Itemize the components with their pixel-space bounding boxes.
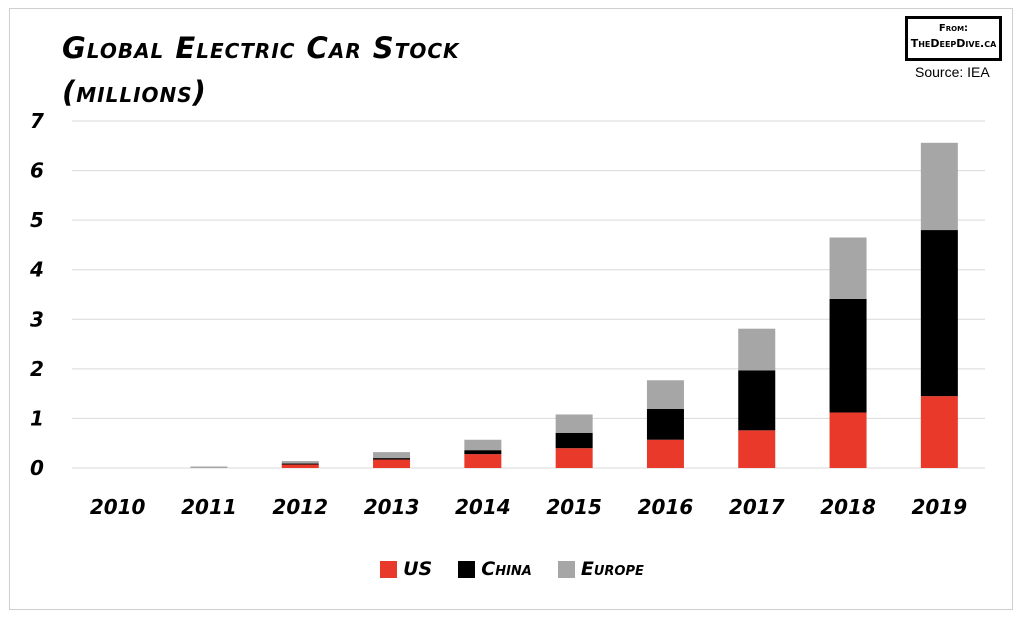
bar-europe-2017 — [738, 328, 776, 371]
y-tick-label: 6 — [30, 159, 44, 183]
x-tick-label: 2013 — [364, 495, 420, 519]
y-tick-label: 7 — [30, 109, 44, 133]
bar-china-2013 — [373, 458, 411, 460]
bar-china-2014 — [464, 450, 502, 455]
legend-item-china: China — [458, 558, 532, 580]
source-label: Source: IEA — [915, 64, 990, 80]
legend-swatch — [380, 560, 398, 578]
y-axis-ticks: 0 1 2 3 4 5 6 7 — [29, 109, 44, 480]
bar-china-2018 — [829, 298, 867, 413]
legend-swatch — [557, 560, 575, 578]
legend-label: US — [403, 558, 433, 580]
bar-china-2015 — [555, 432, 593, 449]
x-axis-ticks: 2010 2011 2012 2013 2014 2015 2016 2017 2018 2019 — [90, 495, 967, 519]
y-tick-label: 2 — [30, 357, 44, 381]
x-tick-label: 2010 — [90, 495, 146, 519]
y-tick-label: 4 — [29, 258, 44, 282]
bar-europe-2011 — [190, 466, 228, 468]
x-tick-label: 2018 — [820, 495, 876, 519]
bar-europe-2016 — [646, 380, 684, 410]
bar-europe-2013 — [373, 452, 411, 459]
y-tick-label: 3 — [30, 307, 44, 331]
bar-china-2016 — [646, 409, 684, 440]
x-tick-label: 2016 — [638, 495, 694, 519]
bars — [190, 142, 958, 468]
x-tick-label: 2012 — [272, 495, 328, 519]
legend-swatch — [458, 560, 476, 578]
chart-title: Global Electric Car Stock (millions) — [62, 26, 460, 114]
title-line-1: Global Electric Car Stock — [62, 31, 460, 65]
badge-from: From: — [938, 23, 969, 34]
x-tick-label: 2014 — [455, 495, 511, 519]
legend-label: China — [481, 558, 532, 580]
badge-site: TheDeepDive.ca — [910, 37, 997, 50]
bar-us-2017 — [738, 430, 776, 468]
y-tick-label: 5 — [30, 208, 44, 232]
bar-europe-2012 — [281, 461, 319, 464]
bar-us-2019 — [920, 396, 958, 468]
bar-us-2012 — [281, 464, 319, 468]
y-tick-label: 0 — [30, 456, 44, 480]
bar-us-2014 — [464, 454, 502, 468]
bar-europe-2019 — [920, 142, 958, 231]
bar-us-2015 — [555, 448, 593, 468]
source-badge: From: TheDeepDive.ca — [905, 16, 1002, 61]
x-tick-label: 2011 — [181, 495, 237, 519]
legend: US China Europe — [0, 554, 1024, 584]
x-tick-label: 2015 — [546, 495, 602, 519]
title-line-2: (millions) — [62, 75, 207, 109]
bar-europe-2014 — [464, 439, 502, 451]
legend-item-us: US — [380, 558, 432, 580]
bar-china-2019 — [920, 230, 958, 397]
bar-europe-2015 — [555, 414, 593, 433]
legend-label: Europe — [580, 558, 644, 580]
bar-us-2018 — [829, 412, 867, 468]
bar-us-2016 — [646, 439, 684, 468]
bar-china-2017 — [738, 370, 776, 431]
bar-europe-2018 — [829, 237, 867, 299]
y-tick-label: 1 — [30, 406, 44, 430]
x-tick-label: 2017 — [729, 495, 785, 519]
bar-china-2012 — [281, 463, 319, 465]
legend-item-europe: Europe — [557, 558, 644, 580]
x-tick-label: 2019 — [912, 495, 968, 519]
bar-us-2013 — [373, 459, 411, 468]
